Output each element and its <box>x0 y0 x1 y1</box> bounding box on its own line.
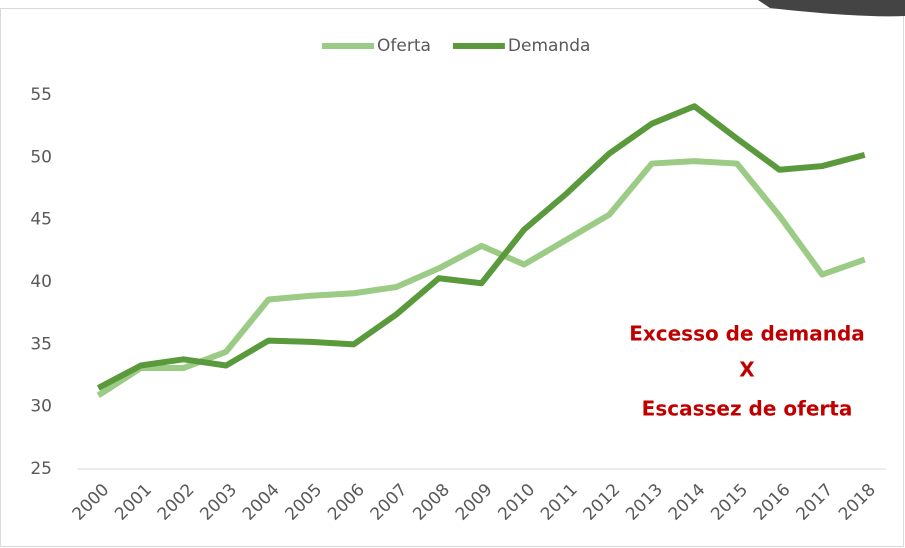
annotation: Excesso de demanda <box>629 322 865 346</box>
annotation: X <box>739 358 755 382</box>
page: 2530354045505520002001200220032004200520… <box>0 0 905 548</box>
y-tick-label: 45 <box>30 210 52 230</box>
legend-label: Oferta <box>377 36 431 56</box>
y-tick-label: 25 <box>30 459 52 479</box>
y-tick-label: 40 <box>30 272 52 292</box>
y-tick-label: 50 <box>30 147 52 167</box>
y-tick-label: 30 <box>30 397 52 417</box>
legend-label: Demanda <box>508 36 591 56</box>
chart: 2530354045505520002001200220032004200520… <box>0 0 905 548</box>
y-tick-label: 35 <box>30 334 52 354</box>
annotation: Escassez de oferta <box>642 397 853 421</box>
y-tick-label: 55 <box>30 85 52 105</box>
